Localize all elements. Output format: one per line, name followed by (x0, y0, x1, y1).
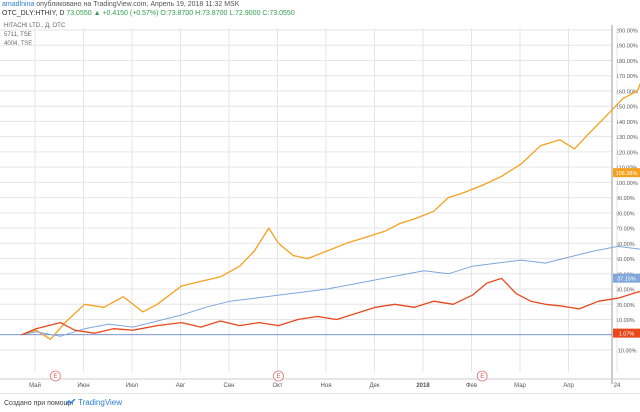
y-tick-label: 90.00% (616, 196, 635, 202)
x-tick-label: Июн (77, 383, 89, 389)
y-tick-label: 200.00% (616, 29, 638, 35)
tradingview-icon (66, 399, 75, 406)
event-marker-label: E (480, 374, 484, 380)
footer-created-text: Создано при помощи (4, 400, 73, 407)
y-tick-label: 100.00% (616, 181, 638, 187)
x-tick-label: 2018 (416, 383, 430, 389)
footer-bar: Создано при помощи TradingView (0, 393, 640, 412)
series-line-orange[interactable] (22, 45, 640, 339)
y-tick-label: 180.00% (616, 59, 638, 65)
tradingview-logo[interactable]: TradingView (66, 398, 122, 407)
x-tick-label: Май (29, 382, 41, 389)
y-tick-label: 70.00% (616, 227, 635, 233)
y-tick-label: -10.00% (616, 349, 637, 355)
series-line-red[interactable] (22, 278, 640, 334)
price-label: 106.38% (616, 171, 638, 177)
y-tick-label: 120.00% (616, 150, 638, 156)
y-tick-label: 50.00% (616, 257, 635, 263)
x-tick-label: Авг (176, 383, 186, 389)
x-tick-label: Окт (272, 383, 282, 389)
price-label: 1.07% (619, 331, 635, 337)
event-marker-label: E (53, 374, 57, 380)
y-tick-label: 140.00% (616, 120, 638, 126)
tradingview-brand: TradingView (78, 398, 122, 407)
y-tick-label: 170.00% (616, 74, 638, 80)
y-tick-label: 30.00% (616, 288, 635, 294)
y-tick-label: 20.00% (616, 303, 635, 309)
chart-canvas[interactable]: 200.00%190.00%180.00%170.00%160.00%150.0… (0, 0, 640, 393)
y-tick-label: 130.00% (616, 135, 638, 141)
x-tick-label: Дек (369, 383, 379, 389)
x-tick-label: Сен (224, 383, 235, 389)
price-label: 37.15% (617, 276, 636, 282)
x-tick-label: Апр (563, 383, 574, 389)
x-tick-label: Мар (514, 383, 526, 389)
y-tick-label: 10.00% (616, 318, 635, 324)
y-tick-label: 80.00% (616, 211, 635, 217)
y-tick-label: 190.00% (616, 44, 638, 50)
x-tick-label: Ноя (321, 383, 332, 389)
y-tick-label: 150.00% (616, 105, 638, 111)
x-tick-label: Июл (126, 383, 139, 389)
x-tick-label: Фев (466, 383, 477, 389)
event-marker-label: E (276, 374, 280, 380)
x-tick-label: 24 (614, 383, 621, 389)
